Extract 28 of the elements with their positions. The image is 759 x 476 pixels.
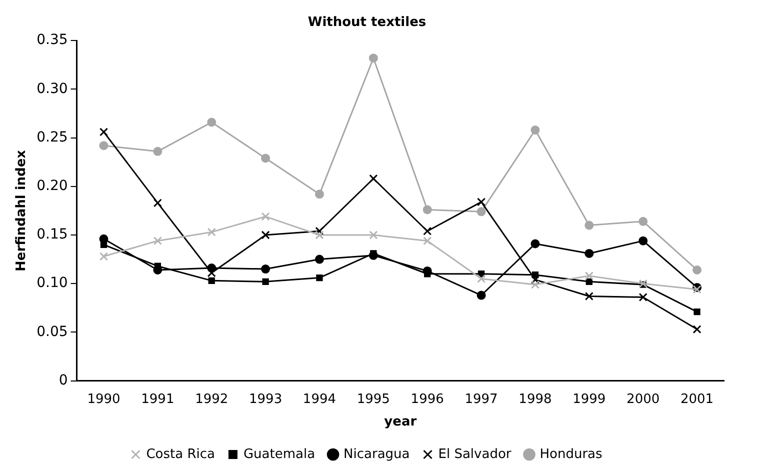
y-tick-label: 0.10: [36, 275, 68, 292]
x-tick-label: 2001: [680, 392, 714, 407]
y-tick-label: 0.15: [36, 226, 68, 243]
x-tick-label: 1994: [302, 392, 336, 407]
y-tick-label: 0.25: [36, 129, 68, 146]
x-tick-label: 1993: [249, 392, 282, 407]
x-tick-label: 1997: [464, 392, 498, 407]
y-tick-label: 0.20: [36, 178, 68, 194]
y-axis-title: Herfindahl index: [14, 149, 30, 272]
legend-label: Nicaragua: [344, 446, 410, 462]
y-tick-label: 0: [58, 372, 68, 388]
x-tick-label: 1996: [410, 392, 444, 407]
x-tick-label: 1990: [87, 392, 120, 407]
chart-title: Without textiles: [308, 15, 426, 30]
legend-label: Costa Rica: [146, 446, 215, 462]
legend-label: El Salvador: [438, 446, 512, 462]
x-tick-label: 1999: [572, 392, 606, 407]
y-tick-label: 0.30: [36, 80, 68, 97]
x-tick-label: 1991: [141, 392, 174, 407]
x-tick-label: 1995: [356, 392, 390, 407]
y-tick-label: 0.35: [36, 32, 68, 48]
x-tick-label: 1998: [518, 392, 552, 407]
legend-label: Guatemala: [243, 446, 316, 462]
y-tick-label: 0.05: [36, 324, 68, 340]
x-tick-label: 2000: [626, 392, 660, 407]
x-axis-title: year: [384, 414, 418, 430]
x-tick-label: 1992: [195, 392, 228, 407]
legend-label: Honduras: [540, 446, 603, 462]
